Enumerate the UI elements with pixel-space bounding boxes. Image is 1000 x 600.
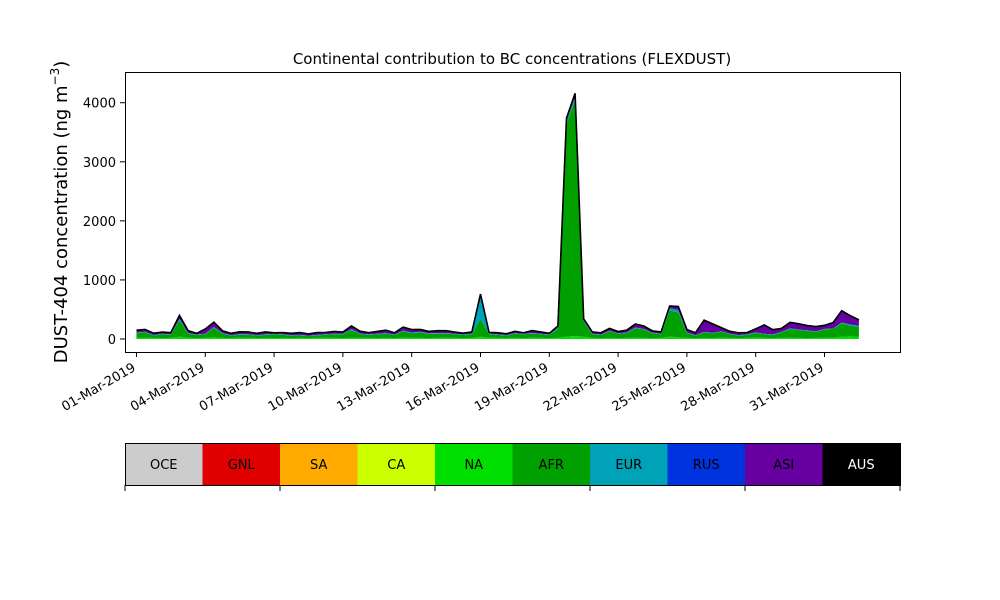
- y-tick-label: 3000: [83, 156, 116, 171]
- legend-swatch-rus: [667, 443, 745, 485]
- x-tick-label: 10-Mar-2019: [266, 360, 345, 414]
- x-tick-label: 13-Mar-2019: [335, 360, 414, 414]
- x-tick-label: 01-Mar-2019: [59, 360, 138, 414]
- x-tick-label: 28-Mar-2019: [679, 360, 758, 414]
- y-tick-label: 2000: [83, 215, 116, 230]
- legend-label: NA: [464, 458, 483, 473]
- x-tick-label: 04-Mar-2019: [128, 360, 207, 414]
- y-axis: 0 1000 2000 3000 4000: [83, 97, 125, 348]
- x-tick-label: 31-Mar-2019: [747, 360, 826, 414]
- y-tick-label: 0: [108, 333, 116, 348]
- legend-frame: [125, 443, 901, 486]
- legend-swatch-afr: [512, 443, 590, 485]
- legend-label: GNL: [228, 458, 256, 473]
- legend-label: CA: [387, 458, 405, 473]
- legend-label: AUS: [848, 458, 875, 473]
- plot-frame: [125, 72, 901, 353]
- x-tick-label: 16-Mar-2019: [403, 360, 482, 414]
- legend-label: AFR: [539, 458, 564, 473]
- area-eur: [136, 96, 859, 337]
- legend-swatch-aus: [822, 443, 900, 485]
- area-na: [136, 336, 859, 340]
- legend-label: ASI: [773, 458, 794, 473]
- x-tick-label: 19-Mar-2019: [472, 360, 551, 414]
- legend-swatch-eur: [590, 443, 668, 485]
- y-tick-label: 4000: [83, 97, 116, 112]
- area-asi: [136, 93, 859, 336]
- legend-swatch-gnl: [202, 443, 280, 485]
- x-tick-label: 25-Mar-2019: [610, 360, 689, 414]
- legend-label: RUS: [693, 458, 720, 473]
- x-tick-label: 22-Mar-2019: [541, 360, 620, 414]
- x-axis: 01-Mar-201904-Mar-201907-Mar-201910-Mar-…: [59, 352, 827, 415]
- legend-swatch-na: [435, 443, 513, 485]
- chart-title: Continental contribution to BC concentra…: [293, 50, 731, 68]
- color-legend: OCE GNL SA CA NA AFR EUR RUS ASI AUS: [124, 443, 901, 491]
- stacked-areas: [136, 93, 859, 340]
- total-line: [136, 93, 860, 335]
- y-axis-label: DUST-404 concentration (ng m−3): [48, 61, 72, 364]
- y-tick-label: 1000: [83, 274, 116, 289]
- legend-swatch-sa: [280, 443, 358, 485]
- legend-swatch-asi: [745, 443, 823, 485]
- x-tick-label: 07-Mar-2019: [197, 360, 276, 414]
- area-afr: [136, 99, 859, 338]
- legend-swatch-ca: [357, 443, 435, 485]
- legend-label: OCE: [150, 458, 178, 473]
- legend-label: EUR: [615, 458, 642, 473]
- legend-label: SA: [310, 458, 327, 473]
- legend-swatch-oce: [125, 443, 203, 485]
